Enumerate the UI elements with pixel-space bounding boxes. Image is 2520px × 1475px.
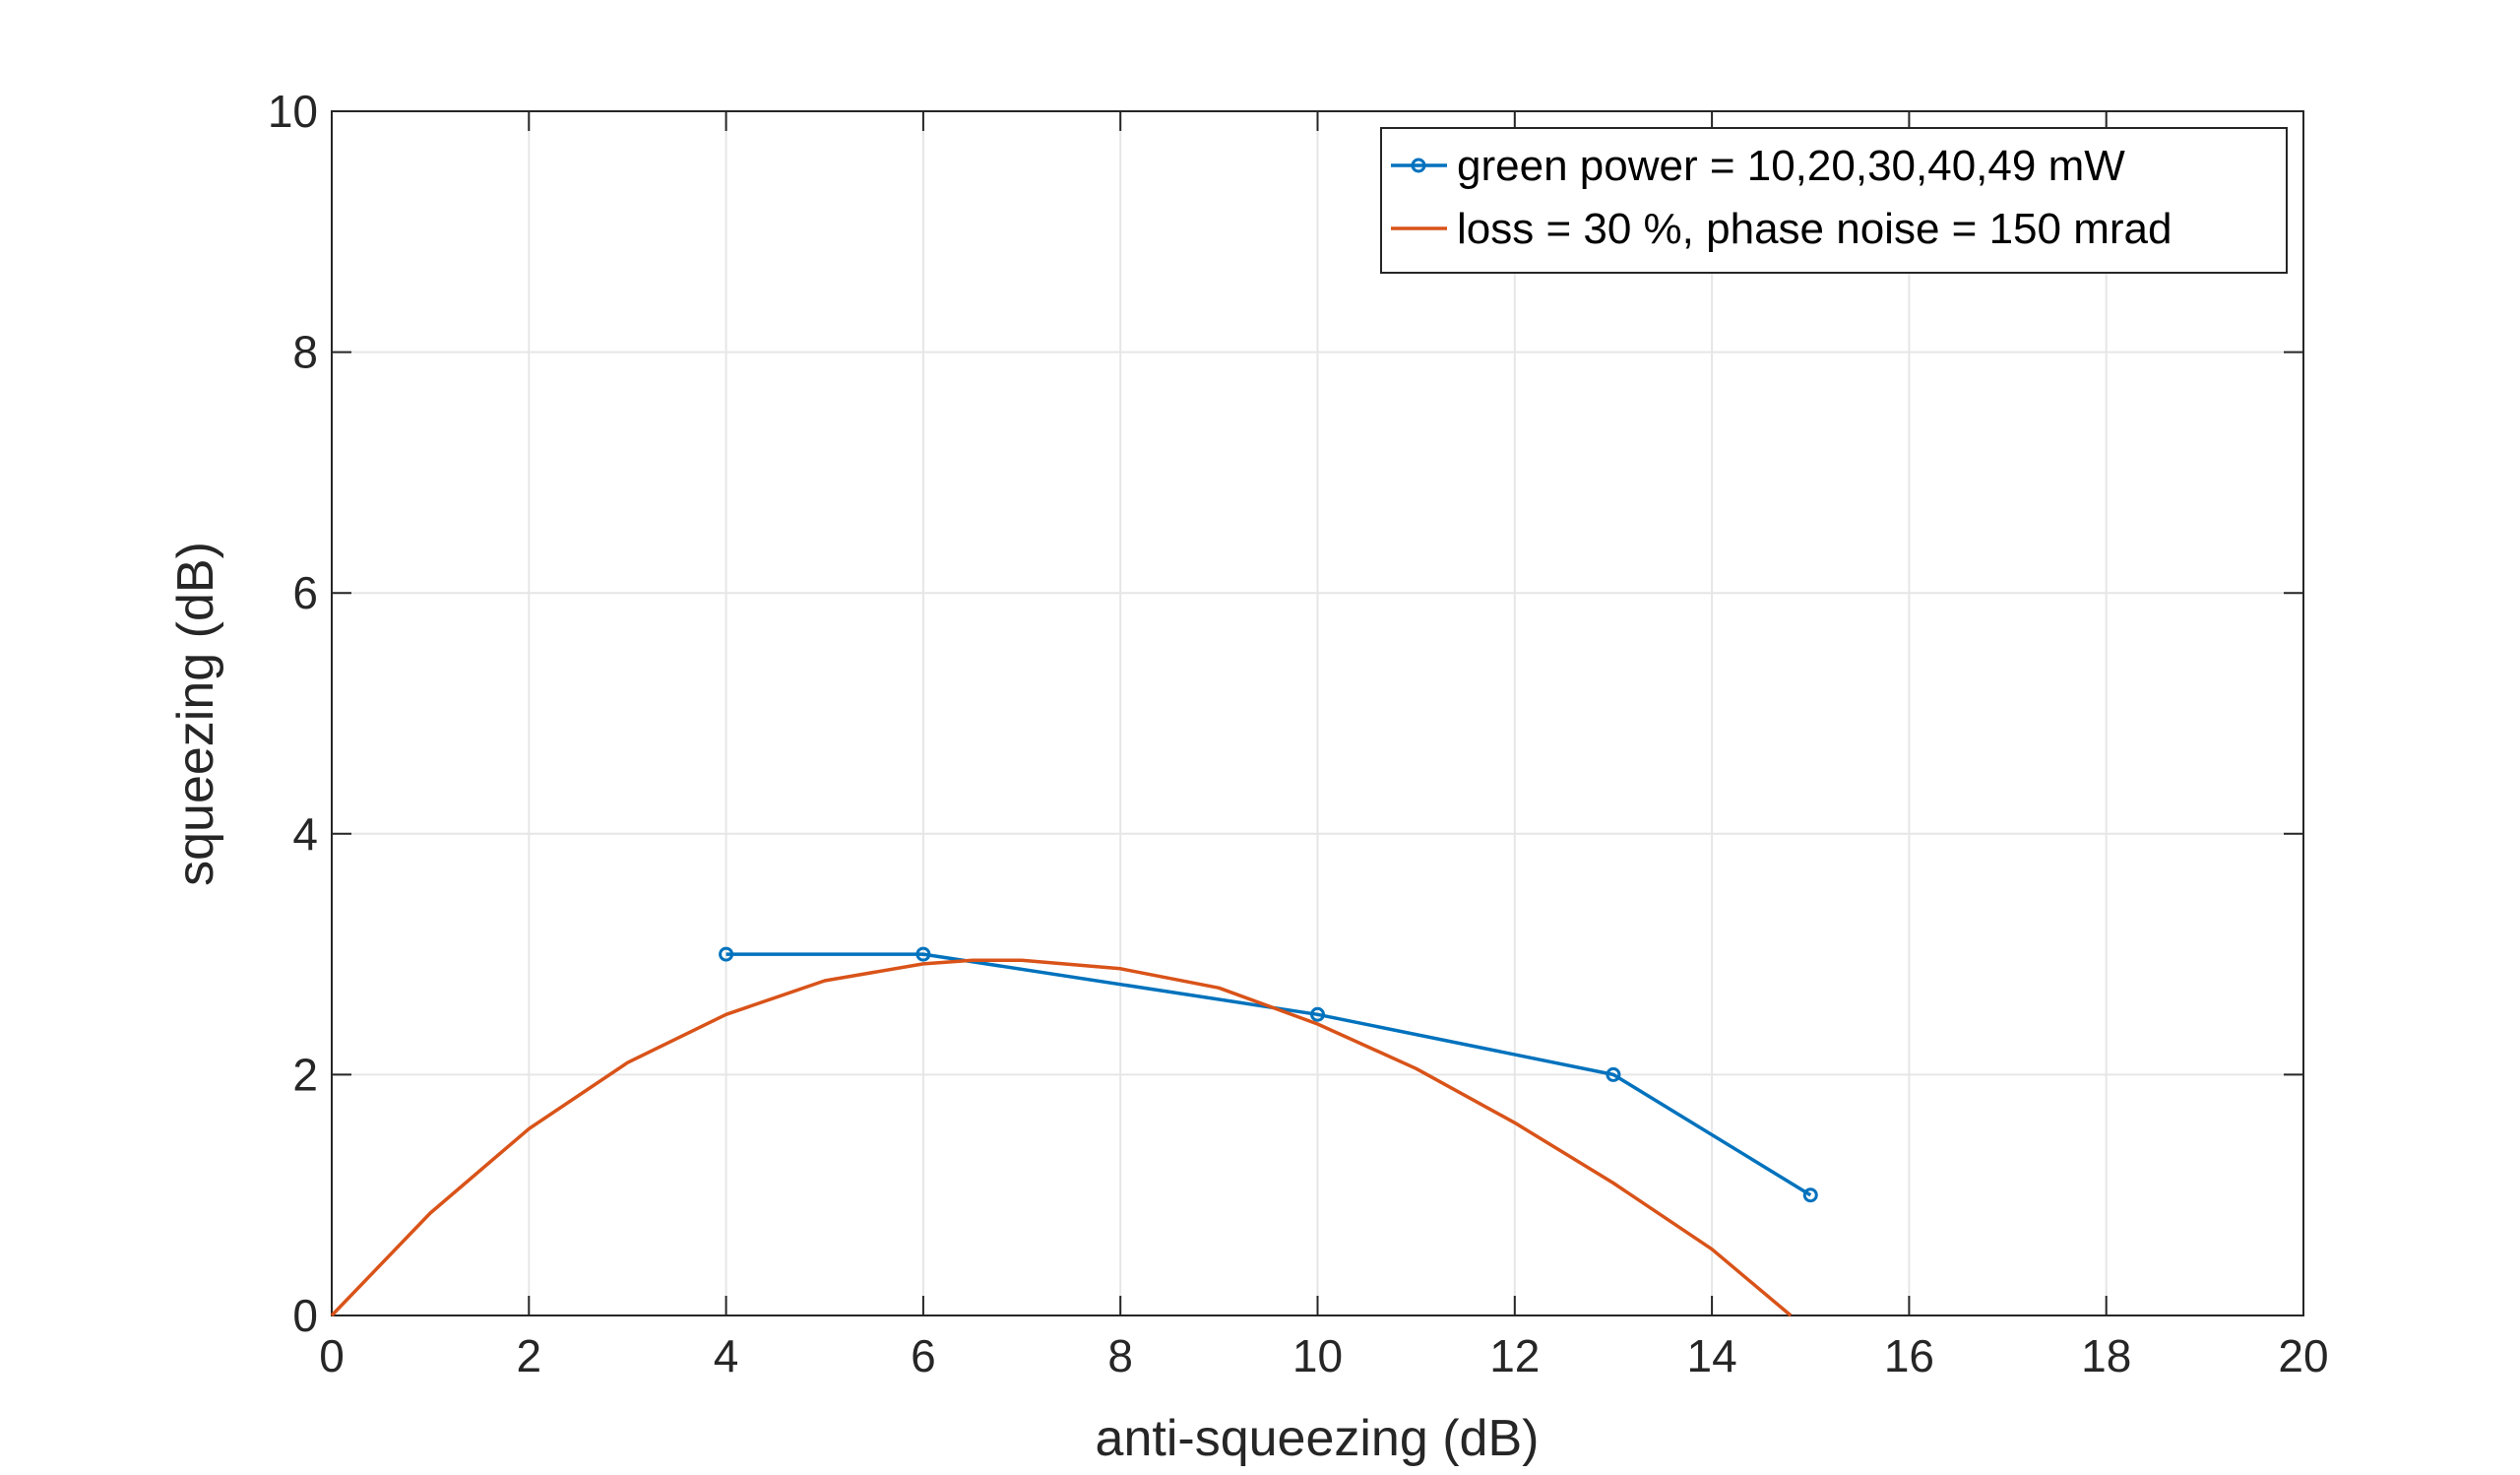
y-tick-label: 6 [292, 567, 318, 618]
series-1-point [1606, 1066, 1621, 1082]
series-1-line [725, 952, 1812, 1197]
tick-marks [331, 110, 2304, 1316]
series-layer [330, 946, 1818, 1317]
y-tick-label: 0 [292, 1290, 318, 1341]
x-tick-label: 10 [1292, 1330, 1343, 1381]
y-tick-label: 2 [292, 1049, 318, 1100]
x-tick-label: 4 [714, 1330, 739, 1381]
x-tick-label: 6 [911, 1330, 936, 1381]
x-tick-label: 8 [1107, 1330, 1133, 1381]
series-1-point [719, 946, 734, 962]
series-1-point [1802, 1187, 1818, 1203]
grid-lines [331, 110, 2304, 1316]
legend-label-2: loss = 30 %, phase noise = 150 mrad [1457, 205, 2172, 253]
legend-label-1: green power = 10,20,30,40,49 mW [1457, 142, 2125, 190]
x-axis-title: anti-squeezing (dB) [1096, 1410, 1540, 1467]
legend: green power = 10,20,30,40,49 mW loss = 30… [1380, 127, 2288, 274]
series-2-line [330, 958, 1793, 1317]
x-tick-label: 12 [1489, 1330, 1540, 1381]
series-1-point [915, 946, 931, 962]
y-tick-label: 8 [292, 327, 318, 378]
series-1-point [1310, 1006, 1325, 1022]
x-tick-labels: 0 2 4 6 8 10 12 14 16 18 20 [319, 1330, 2328, 1381]
y-tick-label: 10 [268, 86, 318, 137]
y-tick-label: 4 [292, 808, 318, 860]
x-tick-label: 2 [517, 1330, 542, 1381]
y-tick-labels: 0 2 4 6 8 10 [268, 86, 318, 1341]
legend-marker-1 [1411, 158, 1426, 173]
x-tick-label: 20 [2278, 1330, 2328, 1381]
x-tick-label: 14 [1687, 1330, 1737, 1381]
legend-box [1380, 127, 2288, 274]
x-tick-label: 18 [2081, 1330, 2131, 1381]
x-tick-label: 16 [1884, 1330, 1934, 1381]
y-axis-title: squeezing (dB) [167, 542, 224, 886]
x-tick-label: 0 [319, 1330, 345, 1381]
